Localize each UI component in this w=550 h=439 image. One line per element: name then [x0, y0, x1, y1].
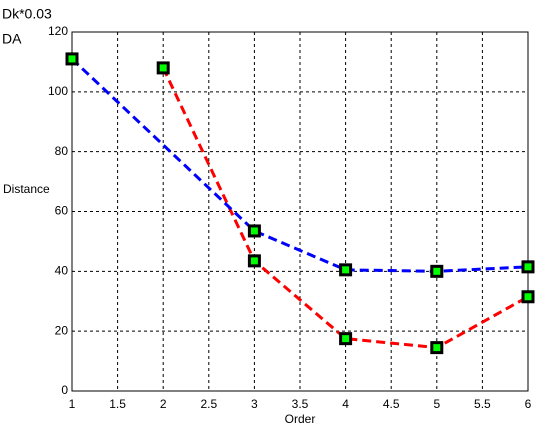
x-tick-label: 5.5: [474, 397, 491, 411]
point-marker: [156, 61, 170, 75]
x-tick-label: 1.5: [109, 397, 126, 411]
x-tick-label: 5: [433, 397, 440, 411]
y-tick-label: 120: [48, 24, 68, 38]
point-marker: [521, 290, 535, 304]
x-tick-label: 6: [525, 397, 532, 411]
point-marker: [521, 260, 535, 274]
x-tick-label: 1: [69, 397, 76, 411]
point-marker: [65, 52, 79, 66]
x-tick-label: 3: [251, 397, 258, 411]
y-tick-label: 20: [55, 323, 69, 337]
x-tick-label: 4: [342, 397, 349, 411]
x-tick-label: 3.5: [292, 397, 309, 411]
y-axis-label: Distance: [3, 182, 50, 196]
legend-entry: DA: [2, 31, 22, 47]
series-line: [161, 67, 529, 350]
y-tick-label: 60: [55, 204, 69, 218]
plot-frame: [71, 31, 529, 392]
y-tick-label: 80: [55, 144, 69, 158]
point-marker: [339, 332, 353, 346]
x-axis-label: Order: [285, 412, 316, 426]
legend-entry: Dk*0.03: [2, 6, 52, 22]
point-marker: [247, 254, 261, 268]
point-marker: [247, 224, 261, 238]
point-marker: [339, 263, 353, 277]
y-tick-label: 40: [55, 264, 69, 278]
x-tick-label: 2: [160, 397, 167, 411]
x-tick-label: 4.5: [383, 397, 400, 411]
y-tick-label: 100: [48, 84, 68, 98]
point-marker: [430, 264, 444, 278]
point-marker: [430, 341, 444, 355]
x-tick-label: 2.5: [200, 397, 217, 411]
y-tick-label: 0: [61, 383, 68, 397]
